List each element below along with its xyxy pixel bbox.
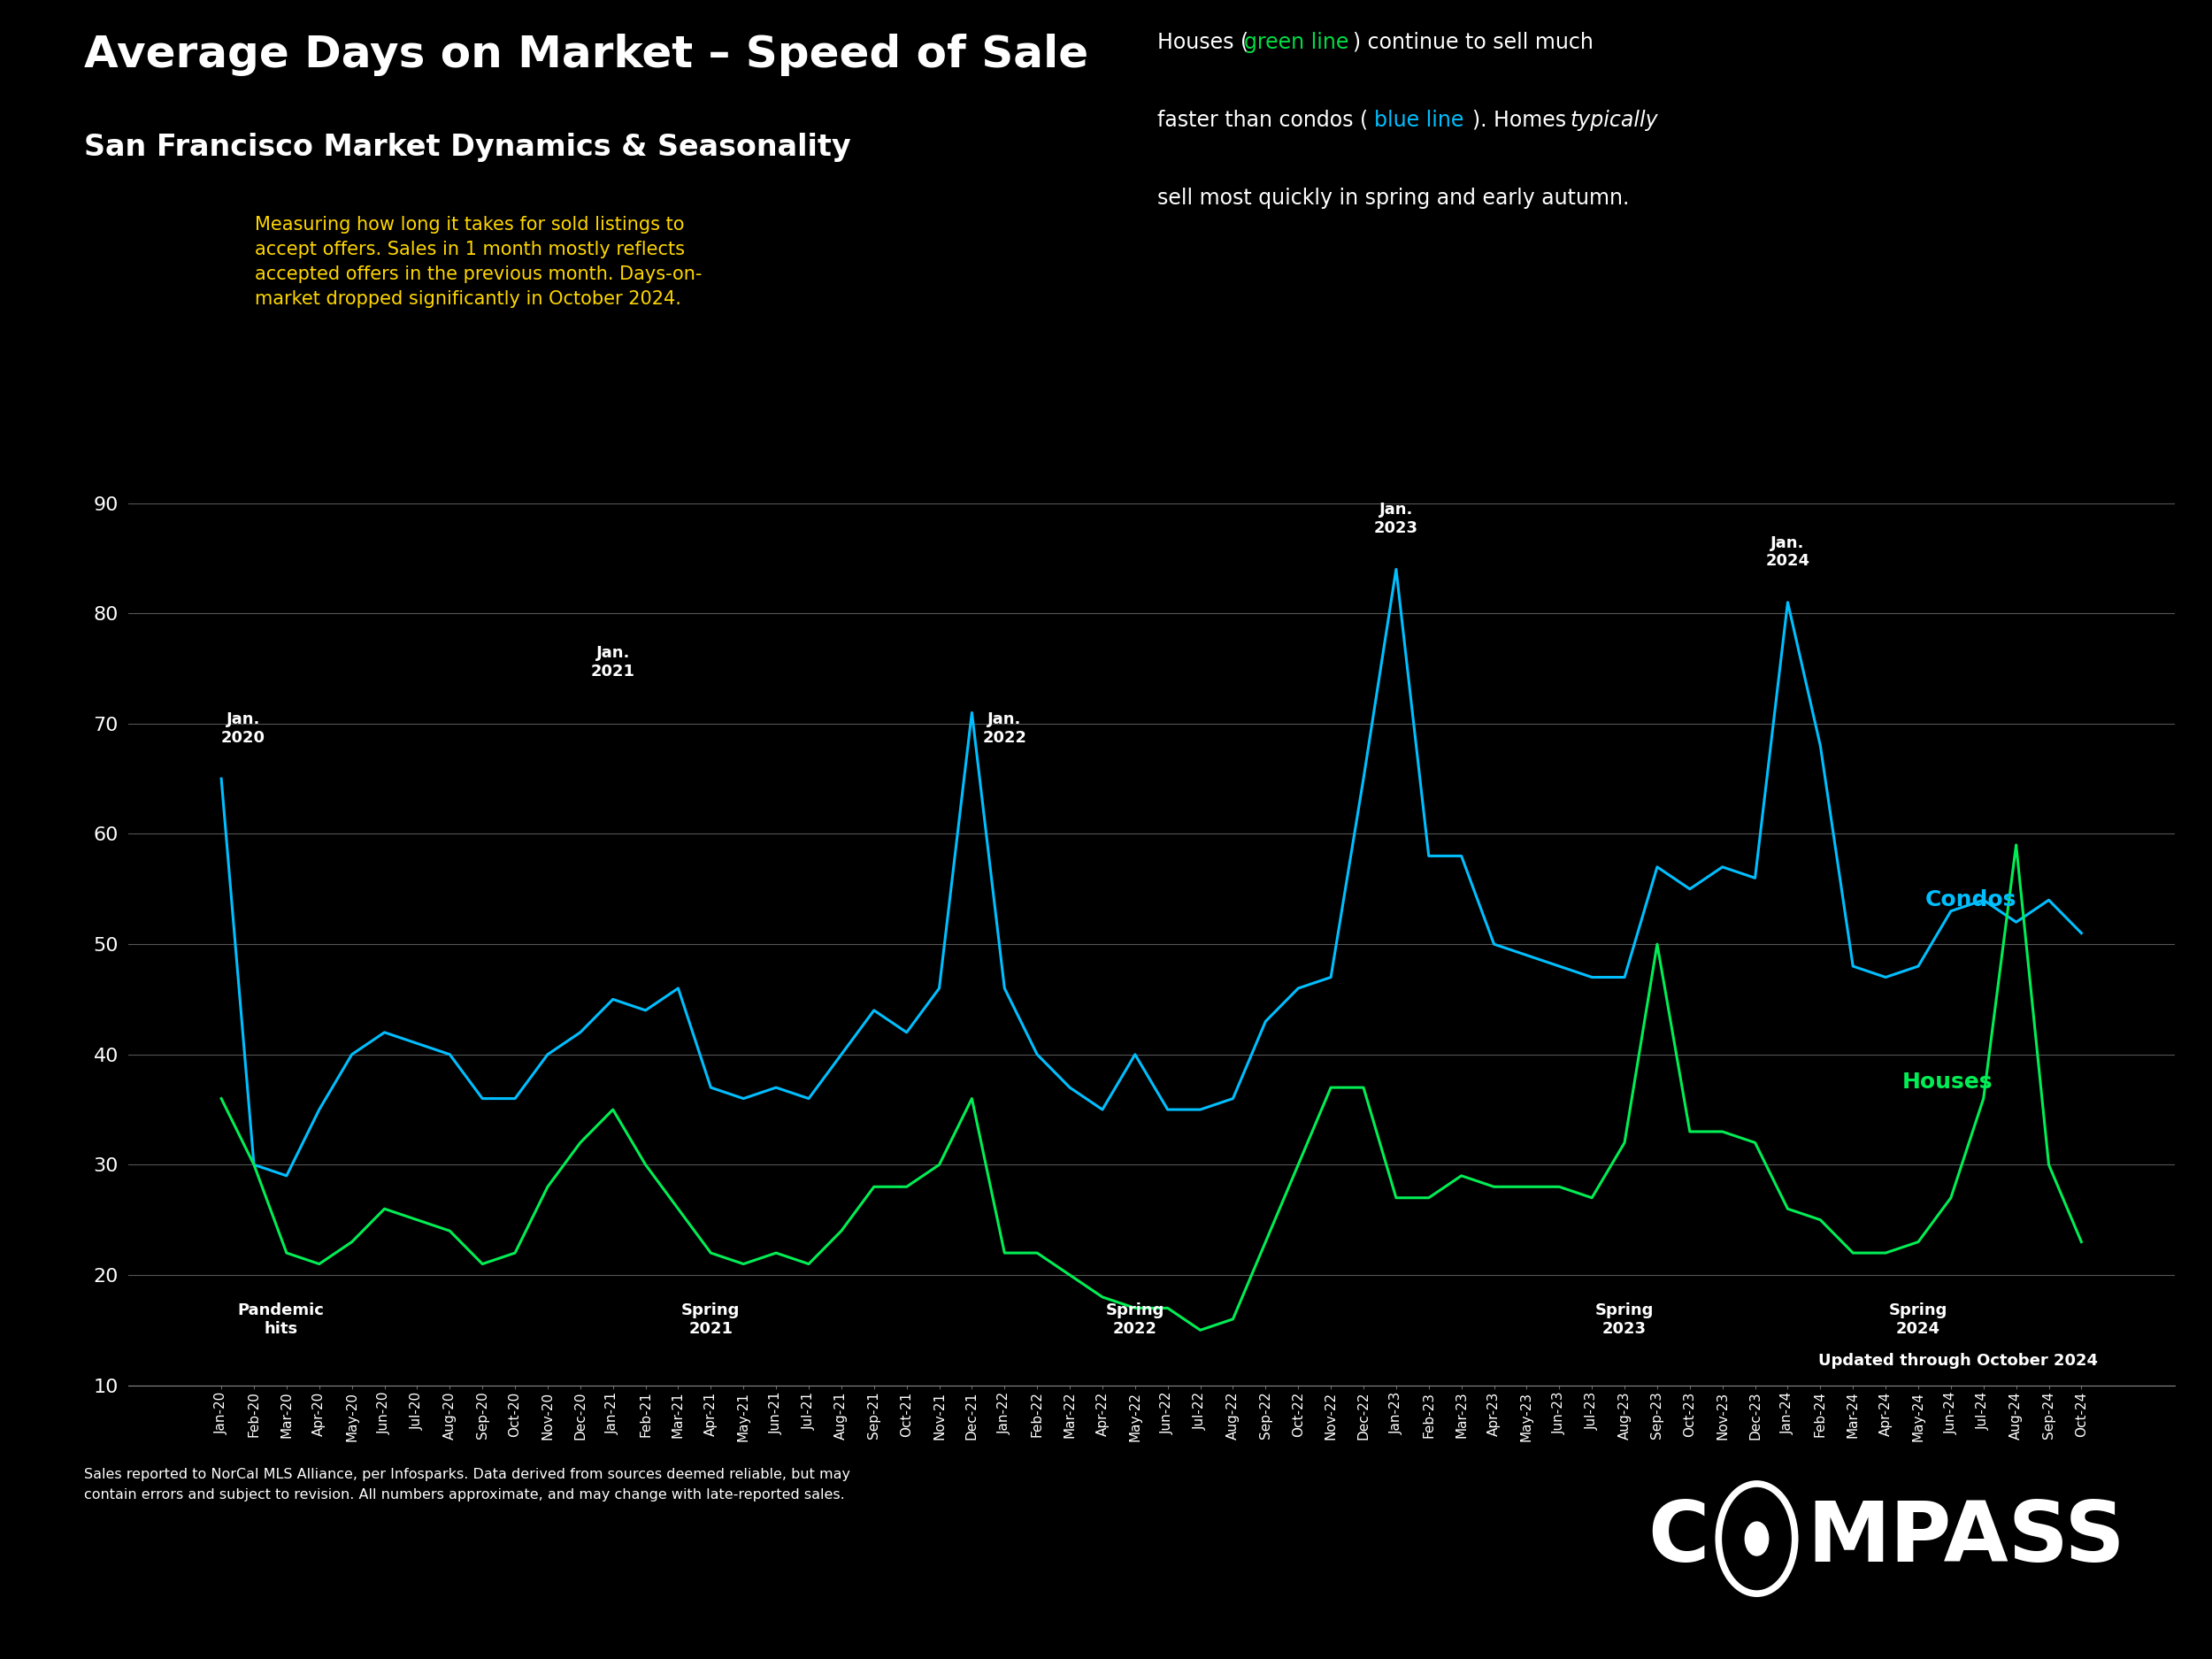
Text: San Francisco Market Dynamics & Seasonality: San Francisco Market Dynamics & Seasonal… — [84, 133, 852, 163]
Text: Jan.
2023: Jan. 2023 — [1374, 501, 1418, 536]
Text: Jan.
2021: Jan. 2021 — [591, 645, 635, 680]
Text: Sales reported to NorCal MLS Alliance, per Infosparks. Data derived from sources: Sales reported to NorCal MLS Alliance, p… — [84, 1468, 849, 1501]
Text: faster than condos (: faster than condos ( — [1157, 109, 1367, 131]
Text: blue line: blue line — [1374, 109, 1464, 131]
Text: Updated through October 2024: Updated through October 2024 — [1818, 1352, 2097, 1369]
Text: Houses: Houses — [1902, 1072, 1993, 1093]
Text: ). Homes: ). Homes — [1471, 109, 1573, 131]
Text: ) continue to sell much: ) continue to sell much — [1352, 32, 1593, 53]
Text: Average Days on Market – Speed of Sale: Average Days on Market – Speed of Sale — [84, 33, 1088, 76]
Text: Condos: Condos — [1924, 889, 2015, 911]
Text: Jan.
2024: Jan. 2024 — [1765, 534, 1809, 569]
Text: Measuring how long it takes for sold listings to
accept offers. Sales in 1 month: Measuring how long it takes for sold lis… — [254, 216, 701, 307]
Text: Spring
2024: Spring 2024 — [1889, 1302, 1947, 1337]
Text: sell most quickly in spring and early autumn.: sell most quickly in spring and early au… — [1157, 187, 1628, 209]
Text: C: C — [1648, 1498, 1710, 1579]
Text: green line: green line — [1243, 32, 1349, 53]
Text: Jan.
2020: Jan. 2020 — [221, 712, 265, 745]
Text: Spring
2021: Spring 2021 — [681, 1302, 741, 1337]
Text: Jan.
2022: Jan. 2022 — [982, 712, 1026, 745]
Text: Pandemic
hits: Pandemic hits — [237, 1302, 325, 1337]
Text: Houses (: Houses ( — [1157, 32, 1248, 53]
Text: Spring
2022: Spring 2022 — [1106, 1302, 1164, 1337]
Text: typically: typically — [1571, 109, 1657, 131]
Text: Spring
2023: Spring 2023 — [1595, 1302, 1655, 1337]
Text: MPASS: MPASS — [1807, 1498, 2126, 1579]
Circle shape — [1745, 1521, 1767, 1556]
